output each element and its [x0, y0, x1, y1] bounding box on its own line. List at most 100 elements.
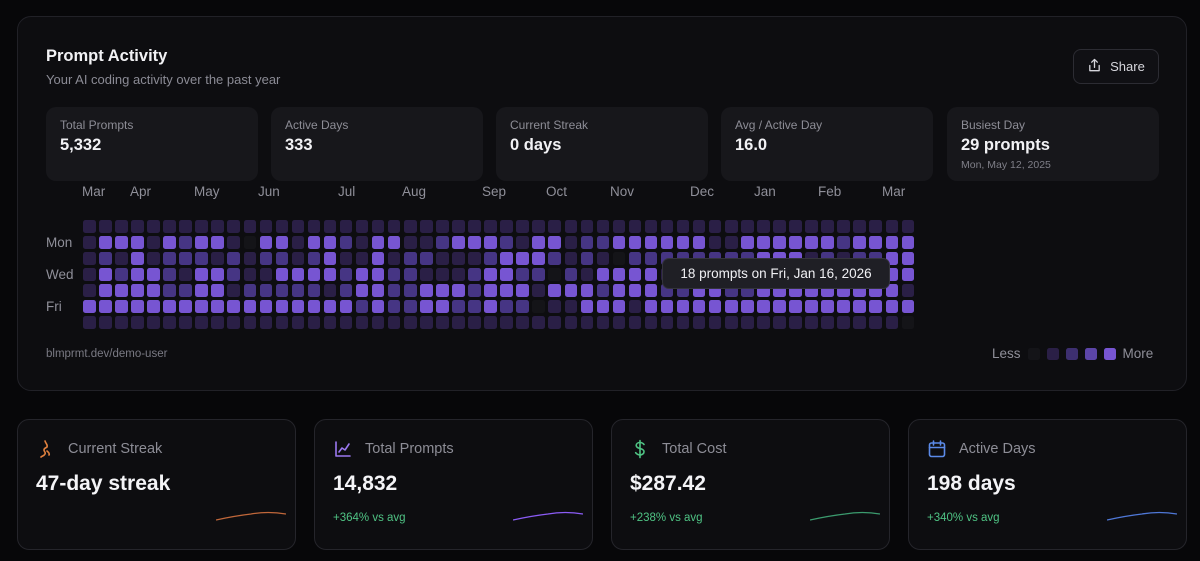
heatmap-cell[interactable] [83, 316, 96, 329]
heatmap-cell[interactable] [901, 220, 915, 233]
heatmap-cell[interactable] [436, 220, 449, 233]
heatmap-cell[interactable] [821, 316, 834, 329]
heatmap-cell[interactable] [387, 300, 401, 313]
heatmap-cell[interactable] [387, 252, 401, 265]
heatmap-cell[interactable] [291, 300, 305, 313]
heatmap-cell[interactable] [644, 252, 658, 265]
heatmap-cell[interactable] [355, 316, 369, 329]
heatmap-cell[interactable] [644, 316, 658, 329]
heatmap-cell[interactable] [612, 268, 626, 281]
heatmap-cell[interactable] [452, 284, 465, 297]
heatmap-cell[interactable] [564, 316, 577, 329]
heatmap-cell[interactable] [436, 268, 449, 281]
heatmap-cell[interactable] [452, 220, 465, 233]
heatmap-cell[interactable] [115, 252, 128, 265]
heatmap-cell[interactable] [532, 268, 545, 281]
heatmap-cell[interactable] [211, 300, 224, 313]
heatmap-cell[interactable] [179, 300, 192, 313]
heatmap-cell[interactable] [195, 316, 208, 329]
heatmap-cell[interactable] [211, 316, 224, 329]
heatmap-cell[interactable] [227, 236, 240, 249]
heatmap-cell[interactable] [805, 220, 818, 233]
heatmap-cell[interactable] [660, 220, 674, 233]
heatmap-cell[interactable] [468, 268, 481, 281]
heatmap-cell[interactable] [612, 236, 626, 249]
heatmap-cell[interactable] [131, 236, 144, 249]
heatmap-cell[interactable] [211, 284, 224, 297]
heatmap-cell[interactable] [163, 268, 176, 281]
heatmap-cell[interactable] [869, 236, 882, 249]
heatmap-cell[interactable] [99, 220, 112, 233]
heatmap-cell[interactable] [115, 236, 128, 249]
heatmap-cell[interactable] [227, 316, 240, 329]
heatmap-cell[interactable] [676, 220, 690, 233]
heatmap-cell[interactable] [291, 316, 305, 329]
heatmap-cell[interactable] [163, 300, 176, 313]
heatmap-cell[interactable] [339, 236, 353, 249]
heatmap-cell[interactable] [773, 220, 786, 233]
heatmap-cell[interactable] [115, 220, 128, 233]
heatmap-cell[interactable] [580, 316, 594, 329]
heatmap-cell[interactable] [596, 268, 610, 281]
heatmap-cell[interactable] [837, 236, 850, 249]
heatmap-cell[interactable] [243, 220, 256, 233]
heatmap-cell[interactable] [885, 300, 898, 313]
heatmap-cell[interactable] [612, 316, 626, 329]
heatmap-cell[interactable] [628, 284, 642, 297]
heatmap-cell[interactable] [259, 236, 273, 249]
heatmap-cell[interactable] [725, 300, 738, 313]
heatmap-cell[interactable] [163, 284, 176, 297]
heatmap-cell[interactable] [580, 220, 594, 233]
heatmap-cell[interactable] [468, 220, 481, 233]
heatmap-cell[interactable] [404, 220, 417, 233]
heatmap-cell[interactable] [291, 236, 305, 249]
heatmap-cell[interactable] [436, 284, 449, 297]
heatmap-cell[interactable] [83, 220, 96, 233]
heatmap-cell[interactable] [885, 316, 898, 329]
heatmap-cell[interactable] [355, 284, 369, 297]
heatmap-cell[interactable] [83, 252, 96, 265]
share-button[interactable]: Share [1073, 49, 1159, 84]
heatmap-cell[interactable] [275, 236, 289, 249]
heatmap-cell[interactable] [420, 316, 433, 329]
heatmap-cell[interactable] [243, 268, 256, 281]
heatmap-cell[interactable] [500, 268, 513, 281]
heatmap-cell[interactable] [853, 316, 866, 329]
heatmap-cell[interactable] [708, 236, 722, 249]
heatmap-cell[interactable] [516, 220, 529, 233]
heatmap-cell[interactable] [676, 316, 690, 329]
heatmap-cell[interactable] [371, 236, 385, 249]
heatmap-cell[interactable] [564, 220, 577, 233]
heatmap-cell[interactable] [548, 300, 561, 313]
heatmap-cell[interactable] [596, 252, 610, 265]
heatmap-cell[interactable] [83, 284, 96, 297]
heatmap-cell[interactable] [853, 236, 866, 249]
heatmap-cell[interactable] [741, 316, 754, 329]
heatmap-cell[interactable] [741, 236, 754, 249]
heatmap-cell[interactable] [307, 284, 321, 297]
heatmap-cell[interactable] [131, 284, 144, 297]
heatmap-cell[interactable] [773, 316, 786, 329]
heatmap-cell[interactable] [179, 252, 192, 265]
heatmap-cell[interactable] [660, 236, 674, 249]
heatmap-cell[interactable] [901, 284, 915, 297]
heatmap-cell[interactable] [708, 300, 722, 313]
heatmap-cell[interactable] [532, 220, 545, 233]
heatmap-cell[interactable] [355, 220, 369, 233]
heatmap-cell[interactable] [692, 316, 706, 329]
heatmap-cell[interactable] [789, 300, 802, 313]
heatmap-cell[interactable] [805, 300, 818, 313]
heatmap-cell[interactable] [163, 316, 176, 329]
heatmap-cell[interactable] [484, 300, 497, 313]
heatmap-cell[interactable] [115, 284, 128, 297]
heatmap-cell[interactable] [227, 268, 240, 281]
heatmap-cell[interactable] [291, 284, 305, 297]
heatmap-cell[interactable] [131, 220, 144, 233]
heatmap-cell[interactable] [548, 220, 561, 233]
heatmap-cell[interactable] [580, 236, 594, 249]
heatmap-cell[interactable] [436, 316, 449, 329]
heatmap-cell[interactable] [307, 236, 321, 249]
heatmap-cell[interactable] [323, 300, 337, 313]
heatmap-cell[interactable] [227, 220, 240, 233]
heatmap-cell[interactable] [259, 268, 273, 281]
